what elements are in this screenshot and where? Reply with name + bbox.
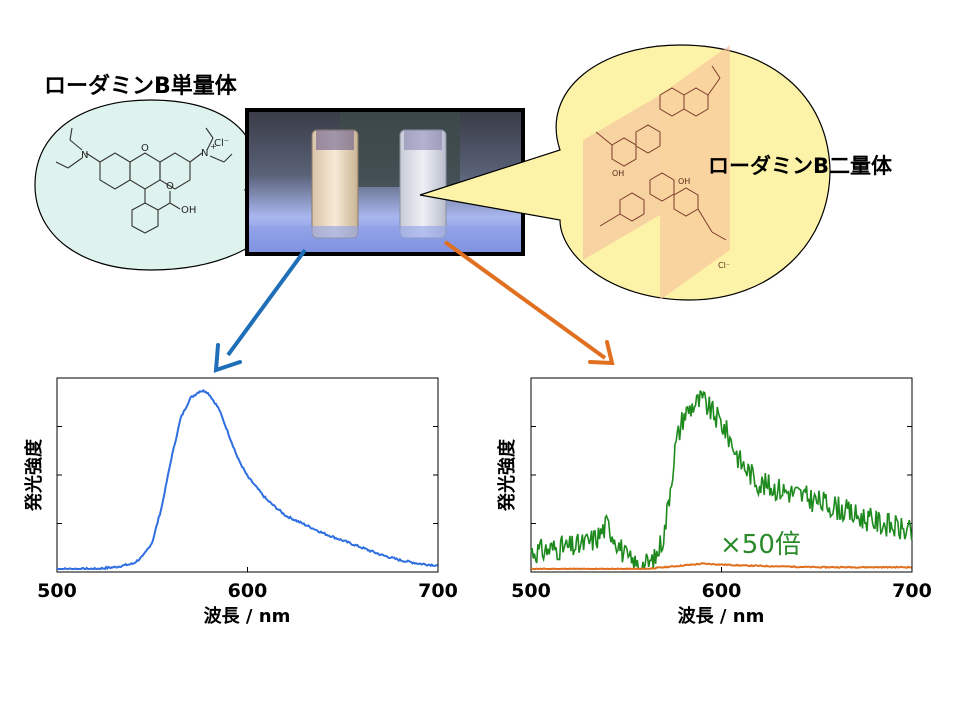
monomer-emission-chart: 500 600 700 波長 / nm 発光強度 bbox=[23, 377, 458, 627]
dimer-emission-chart: 500 600 700 波長 / nm 発光強度 ×50倍 bbox=[496, 377, 932, 627]
dimer-cl-text: Cl⁻ bbox=[718, 261, 730, 270]
vials-photo bbox=[245, 108, 525, 256]
dimer-oh-text: OH bbox=[612, 169, 624, 178]
monomer-bubble bbox=[34, 99, 291, 271]
monomer-emission-line bbox=[56, 388, 438, 571]
dimer-structure: OH OH Cl⁻ bbox=[583, 45, 730, 300]
n-right-text: N bbox=[201, 148, 208, 159]
monomer-label: ローダミンB単量体 bbox=[44, 74, 237, 99]
plus-text: + bbox=[210, 142, 217, 151]
x-tick-label-500: 500 bbox=[511, 580, 551, 602]
dimer-oh-text-2: OH bbox=[678, 177, 690, 186]
n-left-text: N bbox=[81, 150, 88, 161]
x-tick-label-600: 600 bbox=[702, 580, 742, 602]
dimer-emission-x50-line bbox=[530, 389, 913, 570]
x-tick-label-700: 700 bbox=[418, 580, 458, 602]
hydroxyl-text: OH bbox=[181, 205, 196, 216]
dimer-emission-line bbox=[530, 562, 912, 571]
x-tick-label-700: 700 bbox=[892, 580, 932, 602]
x-tick-label-500: 500 bbox=[37, 580, 77, 602]
orange-arrow bbox=[443, 240, 615, 366]
chloride-text: Cl⁻ bbox=[214, 138, 229, 149]
dimer-label: ローダミンB二量体 bbox=[708, 154, 893, 178]
carbonyl-oxygen-text: O bbox=[166, 181, 174, 192]
x-tick-label-600: 600 bbox=[228, 580, 268, 602]
monomer-structure: N N + Cl⁻ O O OH bbox=[55, 127, 233, 234]
multiplier-label: ×50倍 bbox=[720, 530, 801, 560]
chart2-ylabel: 発光強度 bbox=[496, 438, 518, 512]
chart1-ylabel: 発光強度 bbox=[23, 438, 45, 512]
blue-arrow bbox=[213, 248, 307, 373]
chart2-xlabel: 波長 / nm bbox=[678, 605, 765, 627]
ring-oxygen-text: O bbox=[141, 143, 149, 154]
chart1-xlabel: 波長 / nm bbox=[204, 605, 291, 627]
